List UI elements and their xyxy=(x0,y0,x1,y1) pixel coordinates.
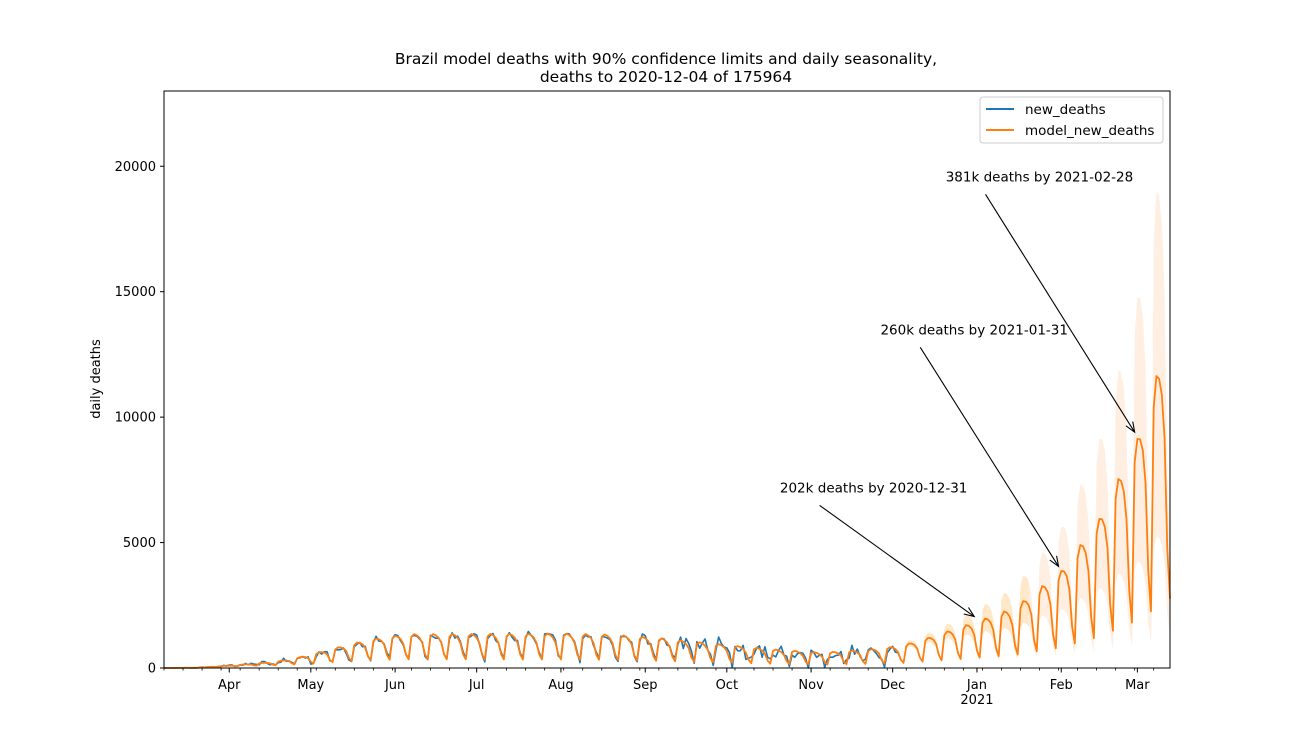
x-tick-label: Dec xyxy=(880,678,905,693)
x-tick-label: Oct xyxy=(716,678,738,693)
y-tick-label: 10000 xyxy=(115,411,156,426)
legend: new_deaths model_new_deaths xyxy=(979,96,1164,144)
chart-title-line-2: deaths to 2020-12-04 of 175964 xyxy=(540,68,792,86)
plot-frame xyxy=(163,90,1171,669)
annotation-arrowhead xyxy=(1125,421,1136,434)
annotations: 202k deaths by 2020-12-31 260k deaths by … xyxy=(780,169,1136,618)
annotation-arrow xyxy=(919,347,1059,567)
x-tick-label: Apr xyxy=(218,678,241,693)
chart-title-line-1: Brazil model deaths with 90% confidence … xyxy=(395,50,937,68)
confidence-bands xyxy=(900,191,1170,664)
legend-box xyxy=(979,96,1164,144)
y-tick-label: 0 xyxy=(148,662,156,677)
annotation-arrowhead xyxy=(1049,555,1060,568)
x-tick-label: Feb xyxy=(1050,678,1073,693)
x-tick-label: Jul xyxy=(468,678,485,693)
y-tick-label: 5000 xyxy=(123,536,156,551)
x-year-label: 2021 xyxy=(960,693,993,708)
annotation-arrowhead xyxy=(963,607,976,618)
y-axis-label: daily deaths xyxy=(89,339,104,419)
annotation-arrow xyxy=(985,194,1136,433)
annotation-text: 381k deaths by 2021-02-28 xyxy=(946,169,1134,185)
confidence-band-inner xyxy=(900,576,1029,664)
x-tick-label: Jun xyxy=(384,678,405,693)
axis-ticks: 0 5000 10000 15000 20000 Apr May Jun Jul Aug Sep Oc… xyxy=(115,160,1155,708)
x-tick-label: Nov xyxy=(798,678,824,693)
y-tick-label: 15000 xyxy=(115,285,156,300)
annotation-arrow xyxy=(819,504,975,618)
series-line-model-new-deaths xyxy=(163,375,1171,669)
x-tick-label: Aug xyxy=(548,678,573,693)
x-tick-label: May xyxy=(297,678,324,693)
y-tick-label: 20000 xyxy=(115,160,156,175)
legend-label-new-deaths: new_deaths xyxy=(1025,102,1106,118)
confidence-band-outer xyxy=(900,191,1170,664)
annotation-text: 260k deaths by 2021-01-31 xyxy=(880,322,1068,338)
x-tick-label: Mar xyxy=(1125,678,1150,693)
legend-label-model-new-deaths: model_new_deaths xyxy=(1025,123,1154,139)
series-lines xyxy=(163,375,1171,669)
annotation-text: 202k deaths by 2020-12-31 xyxy=(780,480,968,496)
x-tick-label: Sep xyxy=(633,678,658,693)
x-tick-label: Jan xyxy=(966,678,987,693)
